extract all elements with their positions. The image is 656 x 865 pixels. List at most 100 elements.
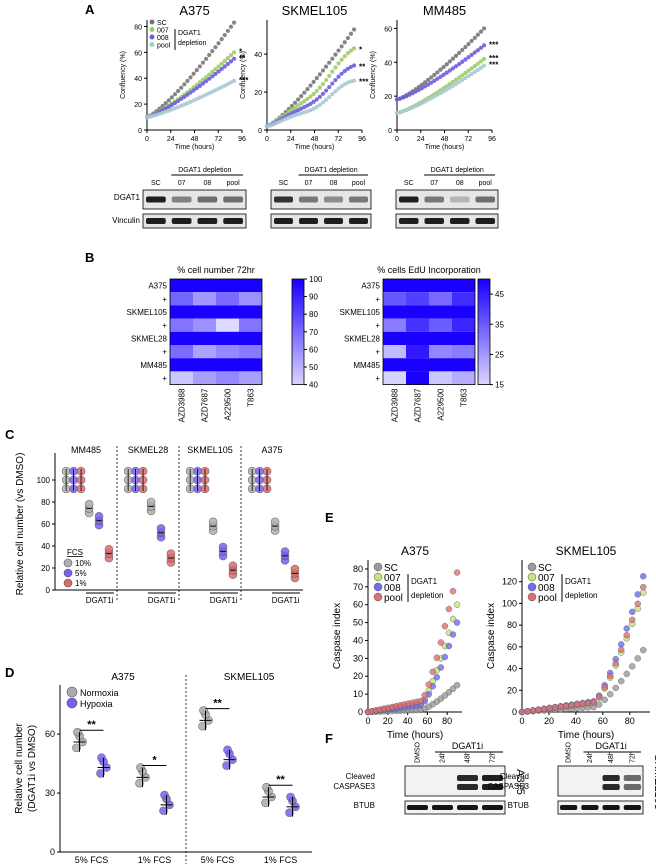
colorbar-step [478, 302, 490, 306]
heatmap-column-label: T863 [247, 388, 256, 407]
significance-marker: ** [87, 719, 96, 731]
data-point-008 [203, 79, 209, 84]
blot-band [475, 196, 495, 203]
y-tick-label: 20 [353, 671, 363, 681]
data-point-pool [568, 701, 575, 709]
y-tick-label: 40 [384, 60, 392, 67]
colorbar-step [478, 358, 490, 362]
data-point-sc [447, 59, 452, 64]
x-tick-label: 40 [403, 716, 413, 726]
data-point-008 [299, 106, 304, 111]
legend-label: pool [157, 43, 171, 50]
y-axis-label: Relative cell number (vs DMSO) [15, 453, 26, 596]
y-tick-label: 60 [45, 729, 55, 739]
data-point-pool [419, 101, 424, 106]
data-point-008 [478, 45, 484, 50]
blot-band [602, 775, 620, 781]
colorbar-step [292, 300, 304, 304]
data-point-sc [311, 79, 316, 84]
colorbar-step [478, 337, 490, 341]
colorbar-step [292, 358, 304, 362]
heatmap-cell [239, 292, 262, 306]
heatmap-row-label: SKMEL28 [131, 334, 168, 343]
colorbar-label: 80 [309, 310, 318, 319]
colorbar-step [478, 329, 490, 333]
heatmap-cell [193, 305, 216, 319]
y-tick-label: 80 [41, 498, 50, 507]
y-tick-label: 20 [507, 685, 517, 695]
colorbar-step [478, 366, 490, 370]
data-point-008 [449, 631, 457, 638]
data-point-sc [323, 64, 329, 69]
colorbar-step [478, 374, 490, 378]
colorbar-step [478, 368, 490, 372]
heatmap-column-label: AZD7687 [201, 388, 210, 422]
x-tick-label: 72 [214, 136, 222, 143]
x-tick-label: 20 [383, 716, 393, 726]
heatmap-cell [429, 358, 452, 372]
colorbar-step [292, 326, 304, 330]
data-point-008 [323, 88, 329, 93]
data-point-sc [296, 97, 301, 102]
y-axis-label: Confluency (%) [120, 51, 127, 99]
data-point-sc [612, 684, 619, 692]
colorbar-step [292, 355, 304, 359]
blot-lane-label: pool [352, 180, 366, 187]
data-point-pool [481, 63, 487, 68]
data-point-sc [426, 77, 431, 83]
y-tick-label: 20 [41, 564, 50, 573]
y-tick-label: 100 [502, 598, 517, 608]
legend-marker-sc [373, 562, 383, 572]
data-point-pool [579, 700, 586, 707]
blot-row-label: BTUB [508, 801, 529, 810]
data-point-normoxia [73, 727, 82, 737]
heatmap-row-label: A375 [148, 282, 167, 291]
data-point-sc [308, 83, 313, 88]
heatmap-cell [383, 279, 406, 293]
y-tick-label: 60 [134, 50, 142, 57]
data-point-007 [457, 75, 462, 80]
heatmap-cell [193, 318, 216, 332]
colorbar-step [292, 297, 304, 301]
data-point-008 [216, 69, 221, 74]
data-point-sc [302, 90, 307, 95]
colorbar-step [292, 360, 304, 364]
data-point-007 [342, 54, 347, 59]
data-point-007 [323, 77, 329, 83]
data-point-pool [469, 71, 474, 77]
y-tick-label: 0 [512, 707, 517, 717]
data-point-sc [327, 60, 332, 65]
data-point-sc [441, 64, 446, 70]
data-point-008 [320, 91, 326, 96]
heatmap-column-label: AZD3988 [391, 388, 400, 422]
data-point-normoxia [135, 778, 144, 788]
panel-c-scatter: 0 20 40 60 80 100 Relative cell number (vs DMS… [15, 445, 303, 605]
colorbar-step [478, 297, 490, 301]
data-point-pool [450, 83, 456, 88]
data-point-pool [416, 102, 421, 107]
data-point-sc [351, 27, 357, 32]
data-point-dgat1i [146, 497, 156, 507]
blot-cell-line-label: A375 [514, 769, 526, 795]
colorbar-step [292, 345, 304, 349]
heatmap-cell [239, 305, 262, 319]
blot-membrane [142, 213, 247, 229]
data-point-008 [336, 74, 341, 79]
data-point-008 [327, 85, 332, 90]
heatmap-row-label: + [162, 348, 167, 357]
data-point-pool [429, 668, 437, 676]
legend-label: 1% [75, 579, 87, 588]
data-point-pool [437, 639, 445, 646]
data-point-sc [438, 67, 443, 72]
data-point-sc [333, 52, 338, 57]
blot-row-label: BTUB [354, 801, 375, 810]
data-point-007 [210, 69, 215, 74]
heatmap-cell [216, 331, 239, 345]
colorbar-step [478, 381, 490, 386]
data-point-008 [453, 64, 459, 69]
data-point-008 [429, 80, 434, 85]
data-point-007 [444, 84, 449, 89]
data-point-sc [345, 35, 350, 41]
blot-band [457, 775, 478, 781]
data-point-sc [305, 87, 310, 92]
